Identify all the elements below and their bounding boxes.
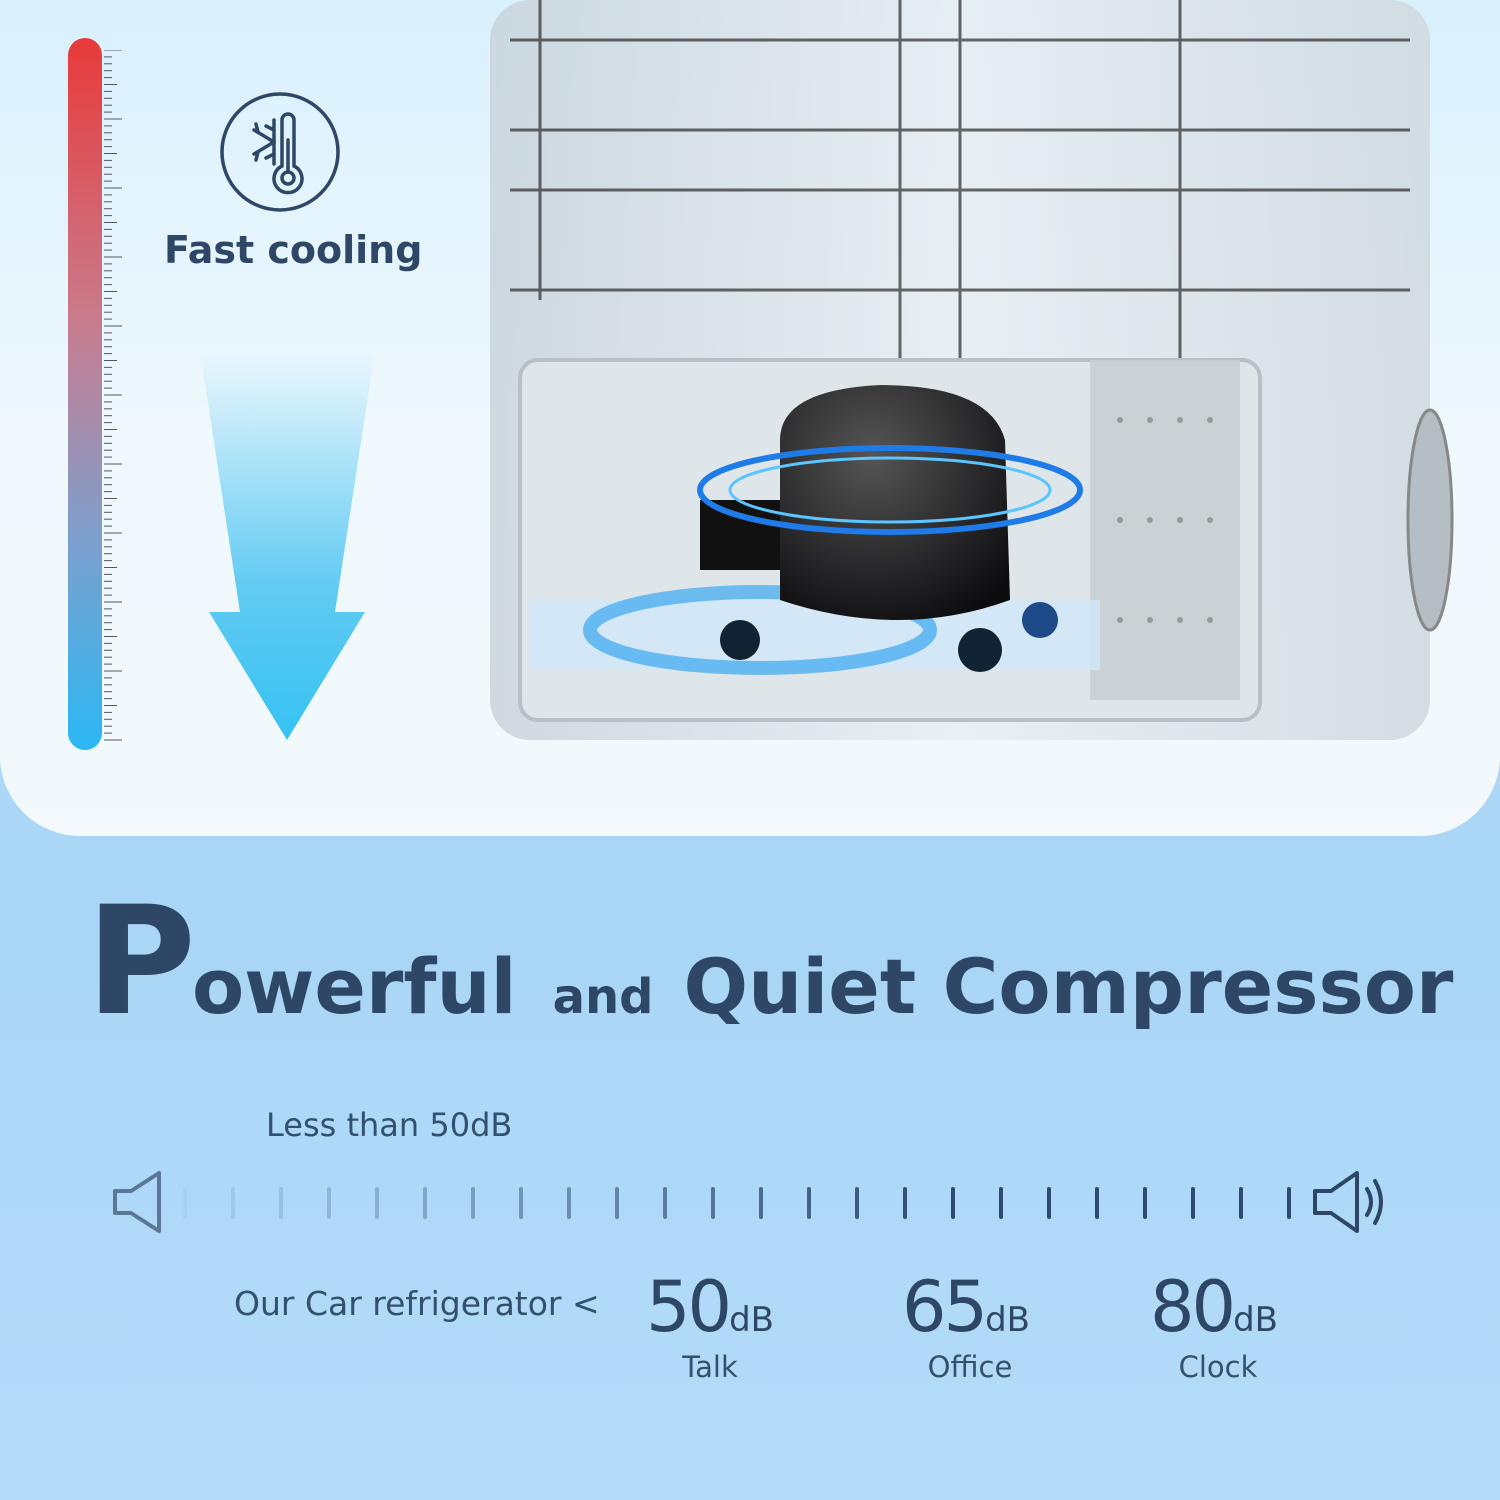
noise-level-value: 65dB <box>902 1266 1030 1348</box>
scale-tick <box>615 1187 619 1219</box>
headline-rest: Quiet Compressor <box>683 942 1454 1031</box>
scale-tick <box>807 1187 811 1219</box>
temperature-gradient-bar <box>68 38 102 750</box>
scale-tick <box>1287 1187 1291 1219</box>
unit: dB <box>1233 1300 1278 1340</box>
product-panel: Fast cooling <box>0 0 1500 836</box>
noise-level-label: Office <box>927 1350 1013 1384</box>
noise-caption: Less than 50dB <box>266 1106 513 1144</box>
scale-tick <box>471 1187 475 1219</box>
noise-level-value: 80dB <box>1150 1266 1278 1348</box>
noise-level-label: Clock <box>1178 1350 1258 1384</box>
scale-tick <box>375 1187 379 1219</box>
scale-tick <box>1191 1187 1195 1219</box>
scale-tick <box>855 1187 859 1219</box>
cooling-arrow <box>200 350 375 740</box>
scale-tick <box>519 1187 523 1219</box>
refrigerator-cutaway-image <box>490 0 1454 740</box>
scale-tick <box>423 1187 427 1219</box>
speaker-high-icon <box>1313 1171 1383 1233</box>
scale-tick <box>567 1187 571 1219</box>
scale-tick <box>183 1187 187 1219</box>
value: 50 <box>646 1266 732 1348</box>
feature-label: Fast cooling <box>164 228 423 272</box>
scale-tick <box>663 1187 667 1219</box>
noise-level-label: Talk <box>682 1350 738 1384</box>
scale-tick <box>951 1187 955 1219</box>
noise-level-value: 50dB <box>646 1266 774 1348</box>
scale-tick <box>327 1187 331 1219</box>
headline-initial: P <box>86 875 196 1049</box>
scale-tick <box>999 1187 1003 1219</box>
unit: dB <box>985 1300 1030 1340</box>
snowflake-thermometer-icon <box>220 92 340 212</box>
value: 65 <box>902 1266 988 1348</box>
our-refrigerator-label: Our Car refrigerator < <box>234 1284 600 1323</box>
headline: Powerful and Quiet Compressor <box>86 875 1453 1049</box>
scale-tick <box>1047 1187 1051 1219</box>
scale-tick <box>1095 1187 1099 1219</box>
scale-tick <box>903 1187 907 1219</box>
scale-tick <box>231 1187 235 1219</box>
scale-tick <box>1239 1187 1243 1219</box>
ruler-ticks <box>104 50 122 741</box>
scale-tick <box>759 1187 763 1219</box>
scale-tick <box>1143 1187 1147 1219</box>
headline-connector: and <box>552 969 654 1025</box>
value: 80 <box>1150 1266 1236 1348</box>
speaker-low-icon <box>113 1171 161 1233</box>
noise-scale <box>105 1165 1395 1235</box>
scale-tick <box>279 1187 283 1219</box>
scale-tick <box>711 1187 715 1219</box>
headline-word: owerful <box>191 942 517 1031</box>
unit: dB <box>729 1300 774 1340</box>
